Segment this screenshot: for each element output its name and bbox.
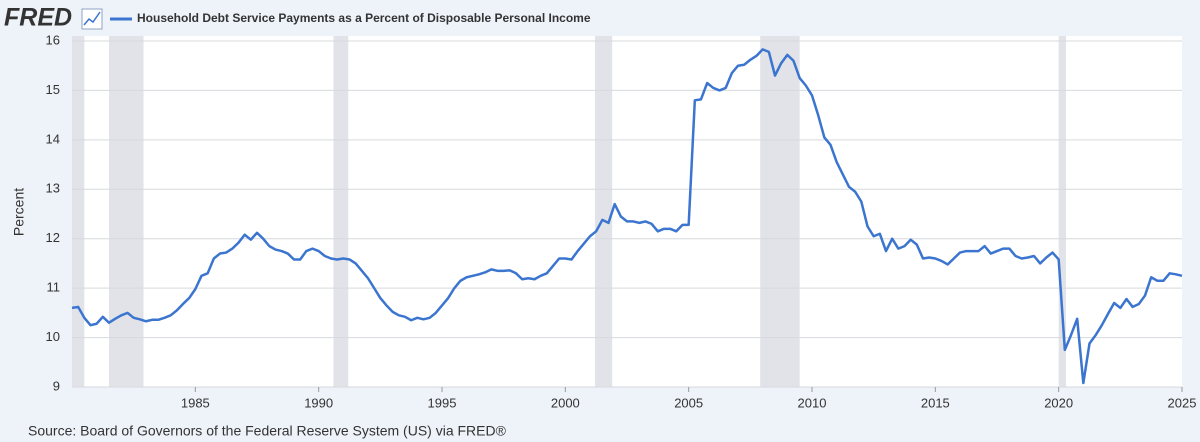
x-tick-label: 1995 [428,395,457,410]
y-tick-label: 14 [46,131,60,146]
y-tick-label: 11 [47,280,61,295]
x-tick-label: 2000 [551,395,580,410]
recession-band [760,36,800,387]
legend-label: Household Debt Service Payments as a Per… [137,11,591,25]
plot-area [72,36,1182,387]
x-tick-label: 2015 [921,395,950,410]
x-tick-label: 2020 [1044,395,1073,410]
y-tick-label: 9 [53,378,60,393]
recession-band [109,36,144,387]
recession-band [333,36,349,387]
logo-icon [81,8,103,30]
y-tick-label: 13 [46,181,60,196]
x-tick-label: 1990 [304,395,333,410]
x-tick-label: 1985 [181,395,210,410]
recession-band [594,36,613,387]
logo: FRED [4,4,72,32]
data-line [71,48,1183,385]
y-tick-label: 12 [46,230,60,245]
y-axis-label: Percent [11,188,27,236]
x-tick-label: 2010 [798,395,827,410]
recession-band [1058,36,1067,387]
y-tick-label: 15 [46,82,60,97]
y-tick-label: 10 [46,329,60,344]
x-tick-label: 2025 [1168,395,1197,410]
x-tick-label: 2005 [674,395,703,410]
recession-band [72,36,85,387]
source: Source: Board of Governors of the Federa… [28,423,507,439]
y-tick-label: 16 [46,32,60,47]
